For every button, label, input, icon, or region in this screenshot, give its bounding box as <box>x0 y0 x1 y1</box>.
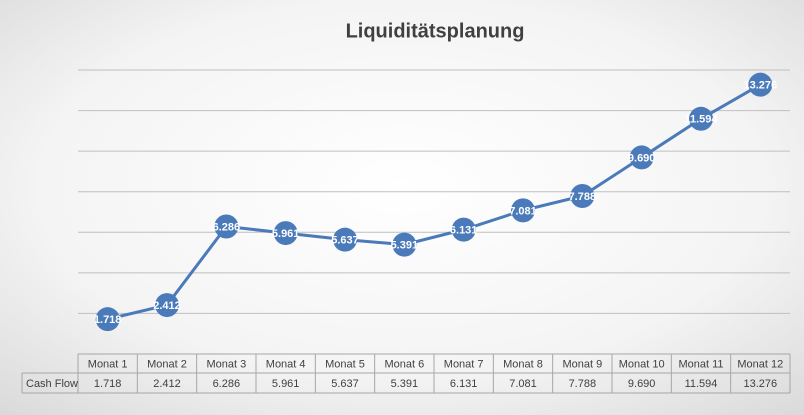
table-value: 6.131 <box>450 378 478 390</box>
x-tick-label: Monat 6 <box>384 358 424 370</box>
data-label: 1.718 <box>94 314 122 326</box>
legend-label: Cash Flow <box>26 378 78 390</box>
chart-title: Liquiditätsplanung <box>346 20 525 42</box>
x-tick-label: Monat 12 <box>737 358 783 370</box>
x-tick-label: Monat 10 <box>619 358 665 370</box>
table-value: 13.276 <box>744 378 778 390</box>
table-value: 7.788 <box>569 378 597 390</box>
table-value: 7.081 <box>509 378 537 390</box>
data-point <box>748 72 773 97</box>
data-point <box>333 227 357 252</box>
table-value: 11.594 <box>685 378 718 390</box>
data-point <box>451 217 476 242</box>
data-point <box>95 307 120 332</box>
data-label: 9.690 <box>628 152 656 164</box>
data-point <box>155 293 179 318</box>
x-tick-label: Monat 5 <box>325 358 365 370</box>
x-tick-label: Monat 1 <box>88 358 128 370</box>
data-point <box>570 184 595 209</box>
data-label: 6.131 <box>450 225 478 237</box>
x-tick-label: Monat 7 <box>444 358 484 370</box>
x-tick-label: Monat 9 <box>562 358 602 370</box>
data-label: 6.286 <box>213 221 241 233</box>
x-tick-label: Monat 8 <box>503 358 543 370</box>
x-tick-label: Monat 4 <box>266 358 306 370</box>
x-tick-label: Monat 11 <box>678 358 723 370</box>
table-value: 9.690 <box>628 378 656 390</box>
table-value: 5.637 <box>331 378 359 390</box>
table-value: 1.718 <box>94 378 122 390</box>
table-value: 6.286 <box>213 378 241 390</box>
table-value: 2.412 <box>153 378 181 390</box>
x-tick-label: Monat 2 <box>147 358 187 370</box>
data-point <box>392 232 417 257</box>
data-point <box>273 221 298 246</box>
data-label: 7.081 <box>509 205 537 217</box>
data-point <box>214 214 239 239</box>
table-value: 5.961 <box>272 378 300 390</box>
data-label: 5.391 <box>391 240 419 252</box>
data-point <box>629 145 654 170</box>
x-tick-label: Monat 3 <box>206 358 246 370</box>
data-point <box>689 106 713 131</box>
data-label: 5.961 <box>272 228 300 240</box>
table-value: 5.391 <box>391 378 419 390</box>
data-label: 7.788 <box>569 191 597 203</box>
data-point <box>511 198 535 223</box>
data-label: 13.276 <box>744 80 778 92</box>
data-label: 11.594 <box>684 114 718 126</box>
data-label: 2.412 <box>153 300 181 312</box>
data-label: 5.637 <box>331 235 359 247</box>
